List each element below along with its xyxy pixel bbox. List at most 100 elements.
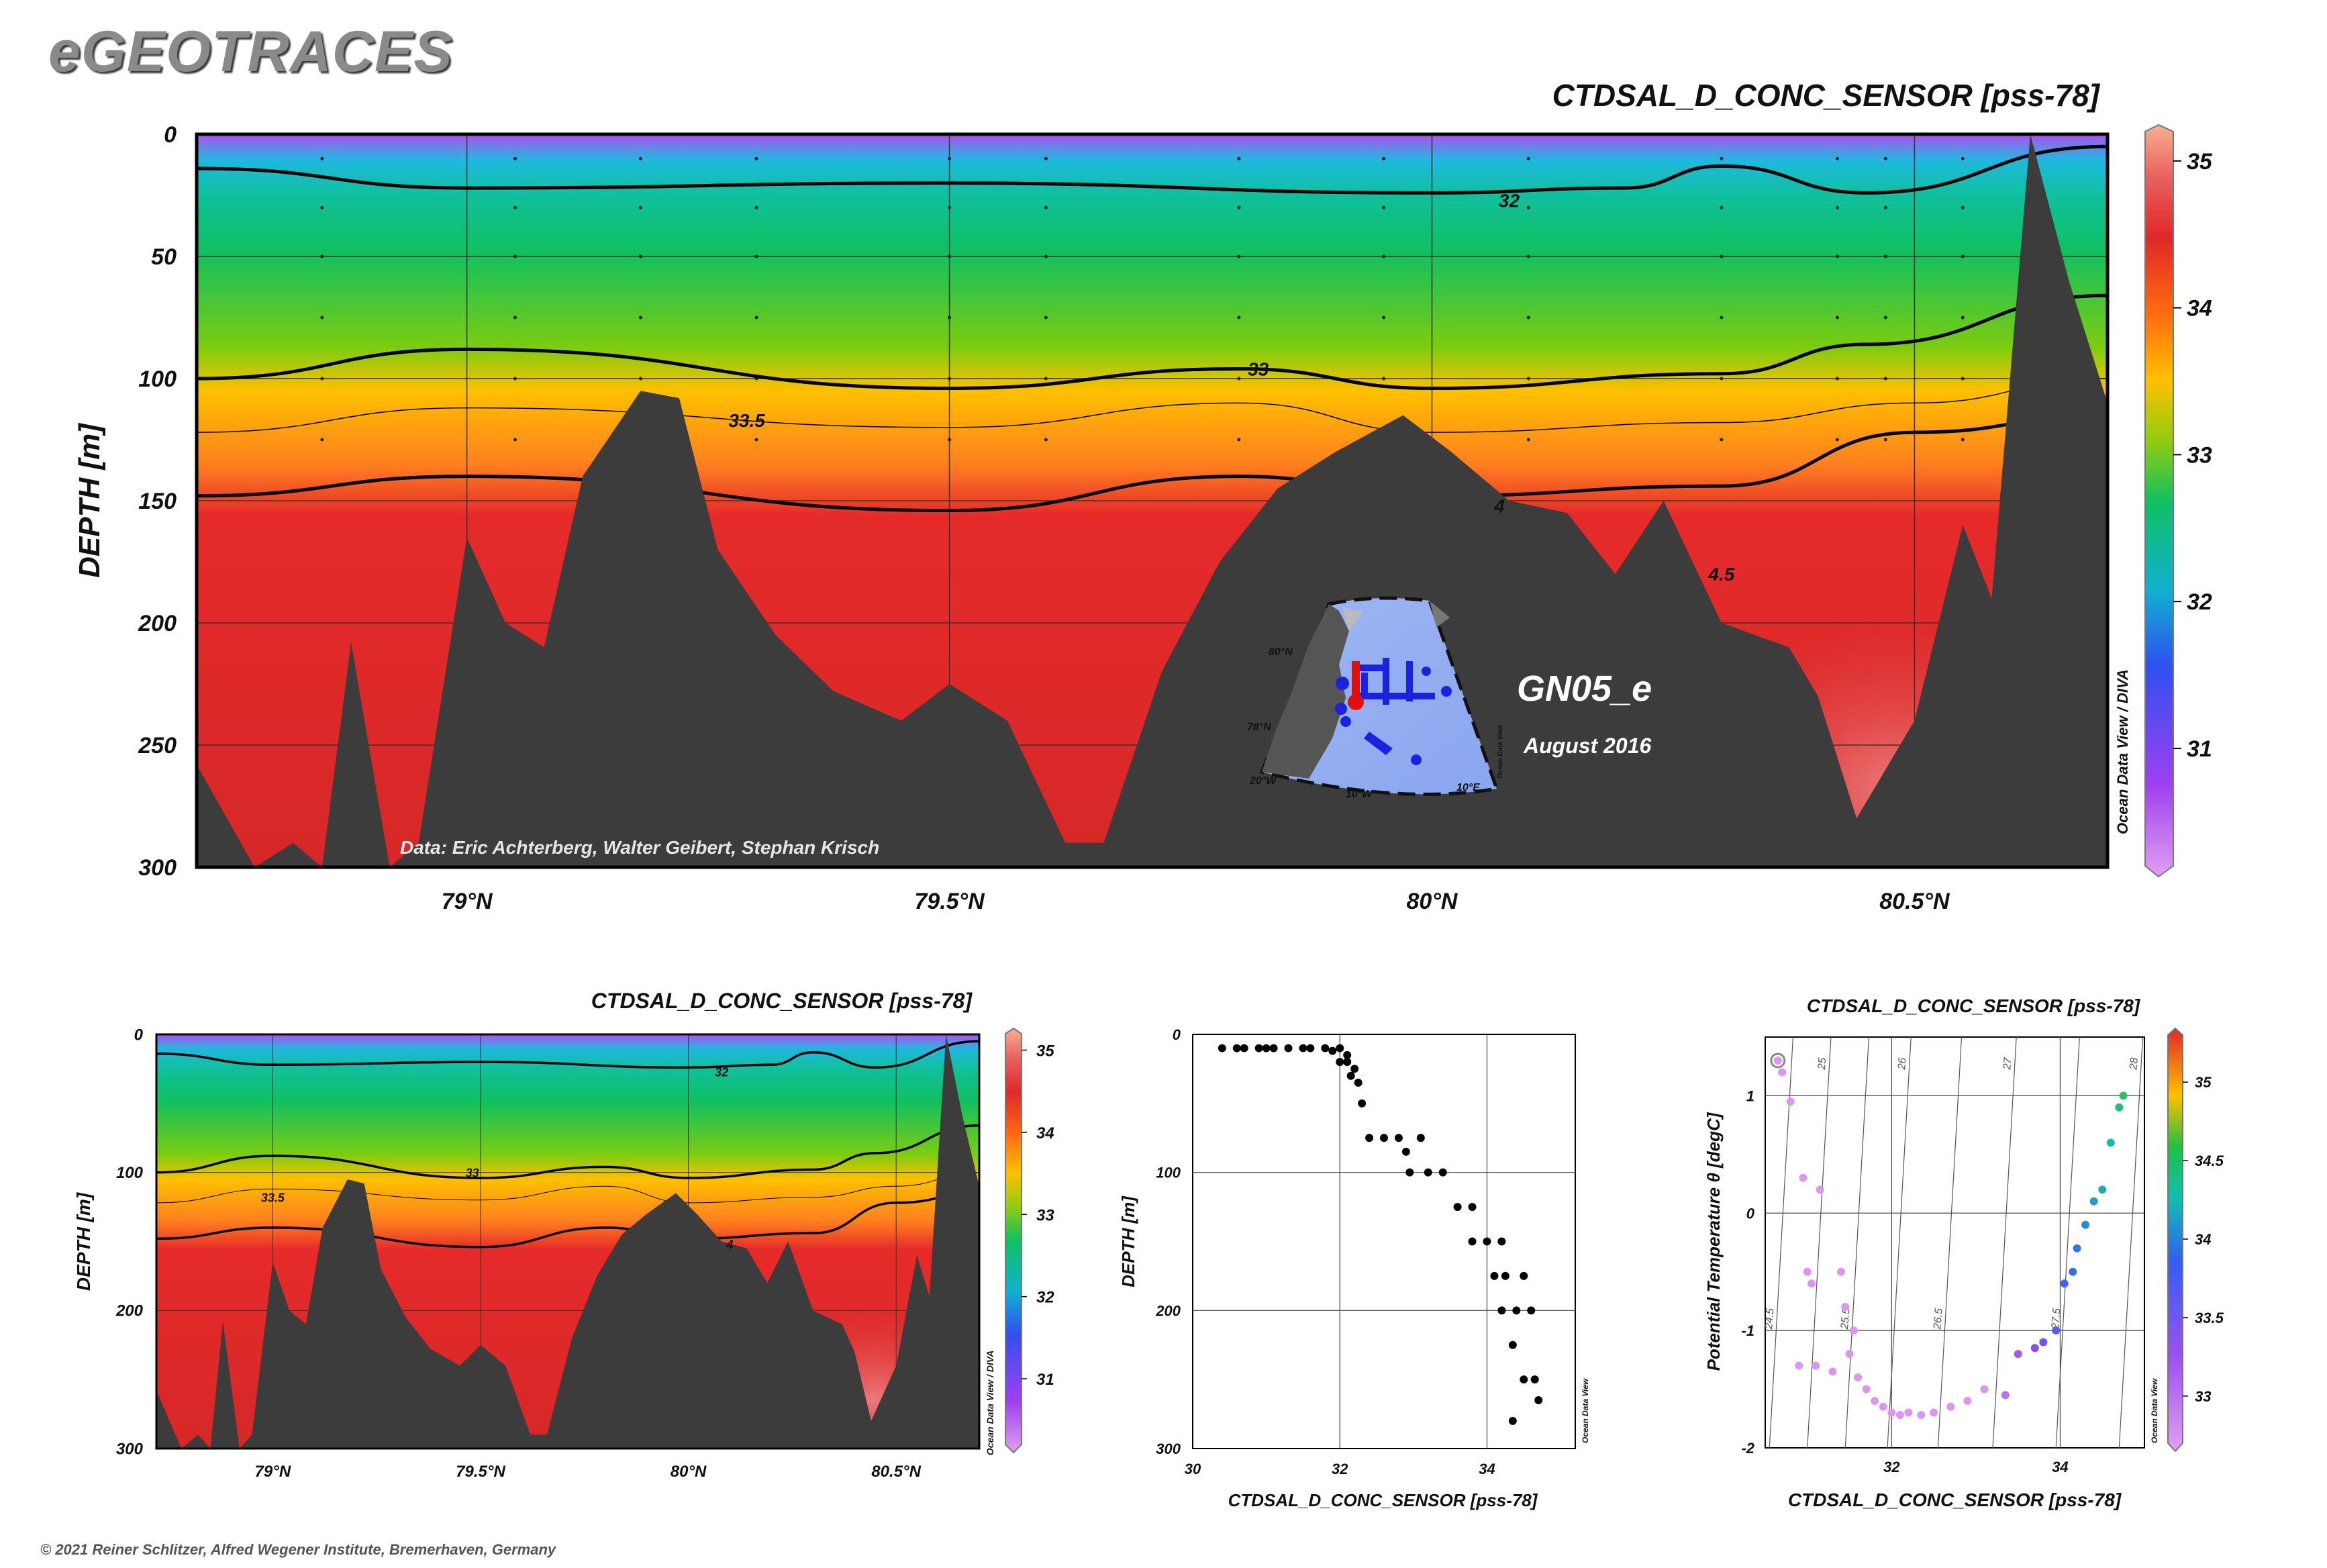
ts-point (2060, 1279, 2069, 1288)
profile-point (1438, 1168, 1447, 1177)
small-title: CTDSAL_D_CONC_SENSOR [pss-78] (591, 989, 973, 1013)
profile-point (1501, 1271, 1509, 1280)
profile-point (1240, 1044, 1248, 1052)
x-tick-label: 30 (1185, 1461, 1201, 1477)
contour-34 (156, 1191, 979, 1248)
ts-point (1799, 1173, 1808, 1182)
station-dot (1237, 377, 1241, 381)
profile-point (1424, 1168, 1432, 1177)
y-tick-label: 50 (151, 244, 177, 270)
profile-point (1401, 1147, 1410, 1156)
main-section-plot (197, 134, 2108, 867)
profile-point (1299, 1044, 1307, 1052)
profile-points (1218, 1044, 1543, 1425)
station-dot (1720, 438, 1724, 442)
ts-point (1887, 1408, 1896, 1417)
profile-point (1328, 1046, 1337, 1055)
x-tick-label: 79.5°N (914, 889, 985, 914)
profile-watermark: Ocean Data View (1581, 1378, 1590, 1443)
copyright: © 2021 Reiner Schlitzer, Alfred Wegener … (40, 1541, 556, 1558)
station-dot (1382, 156, 1386, 160)
y-tick-label: 0 (134, 1026, 144, 1044)
ts-point (2081, 1220, 2090, 1229)
salinity-contours (197, 144, 2108, 513)
main-plot-frame (195, 132, 2110, 869)
station-dot (1961, 254, 1965, 258)
ts-point (1773, 1056, 1782, 1065)
station-dot (1382, 315, 1386, 320)
contour-labels: 32 33 33.5 4 4.5 (728, 190, 1734, 585)
station-dots (320, 156, 1965, 442)
station-dot (1044, 315, 1048, 320)
colorbar-tick-label: 32 (2187, 589, 2212, 615)
colorbar-tick-label: 32 (1036, 1289, 1054, 1307)
ts-point (1854, 1373, 1863, 1382)
ts-colorbar: 35 34.5 34 33.5 33 (2167, 1027, 2224, 1453)
profile-point (1254, 1044, 1263, 1052)
y-tick-label: 0 (1173, 1026, 1181, 1043)
isopycnal-line (1887, 1036, 1912, 1449)
station-dot (1883, 205, 1887, 209)
profile-point (1380, 1134, 1388, 1142)
colorbar-tick-label: 34.5 (2195, 1153, 2224, 1169)
station-dot (754, 438, 758, 442)
ts-point (1816, 1185, 1824, 1194)
isopycnal-label: 28 (2128, 1057, 2140, 1071)
y-tick-label: 100 (116, 1164, 144, 1182)
contour-label: 4 (1493, 495, 1505, 516)
brand-logo: eGEOTRACES (48, 19, 453, 84)
station-dot (1237, 156, 1241, 160)
profile-point (1534, 1396, 1543, 1405)
station-dot (638, 315, 642, 320)
profile-point (1343, 1050, 1352, 1059)
ts-point (1917, 1411, 1926, 1420)
profile-point (1530, 1375, 1539, 1384)
colorbar-tick-label: 33.5 (2195, 1310, 2224, 1326)
small-ylabel: DEPTH [m] (73, 1191, 94, 1291)
station-dot (1961, 156, 1965, 160)
station-dot (1961, 377, 1965, 381)
main-x-ticks: 79°N 79.5°N 80°N 80.5°N (442, 889, 1950, 914)
profile-point (1343, 1058, 1352, 1067)
colorbar-tick-label: 35 (2187, 149, 2213, 175)
station-dot (1835, 438, 1839, 442)
profile-x-ticks: 30 32 34 (1185, 1461, 1495, 1477)
x-tick-label: 80°N (1407, 889, 1458, 914)
section-track (1348, 661, 1364, 710)
ts-point (1812, 1361, 1820, 1370)
profile-point (1218, 1044, 1226, 1052)
y-tick-label: 1 (1746, 1087, 1754, 1104)
y-tick-label: -1 (1741, 1322, 1754, 1339)
station-dot (1883, 156, 1887, 160)
profile-point (1453, 1203, 1462, 1212)
profile-point (1354, 1078, 1363, 1087)
isopycnal-label: 26 (1896, 1057, 1909, 1071)
ts-point (1837, 1267, 1845, 1276)
station-dot (1883, 438, 1887, 442)
station-dot (1720, 315, 1724, 320)
profile-point (1321, 1044, 1330, 1052)
small-colorbar: 35 34 33 32 31 Ocean Data View / DIVA (985, 1027, 1054, 1455)
ts-point (2001, 1391, 2010, 1400)
ts-y-ticks: 1 0 -1 -2 (1741, 1087, 1754, 1457)
colorbar-tick-label: 34 (2187, 296, 2212, 322)
station-dot (1526, 315, 1530, 320)
station-dot (754, 254, 758, 258)
small-seafloor (156, 1034, 979, 1449)
station-dot (1237, 315, 1241, 320)
station-dot (1835, 254, 1839, 258)
station-dot (1526, 438, 1530, 442)
small-plot-frame (155, 1033, 981, 1450)
isopycnal-line (1769, 1036, 1794, 1449)
station-dot (1883, 254, 1887, 258)
isopycnal-label: 24.5 (1763, 1308, 1777, 1330)
inset-lat-80: 80°N (1269, 646, 1293, 658)
profile-point (1416, 1134, 1425, 1142)
ts-point (2098, 1185, 2107, 1194)
station-dot (754, 315, 758, 320)
main-title: CTDSAL_D_CONC_SENSOR [pss-78] (1552, 78, 2101, 113)
ts-point (2073, 1244, 2081, 1253)
station-dot (1961, 205, 1965, 209)
ts-point (2030, 1344, 2039, 1353)
station-dot (513, 377, 517, 381)
